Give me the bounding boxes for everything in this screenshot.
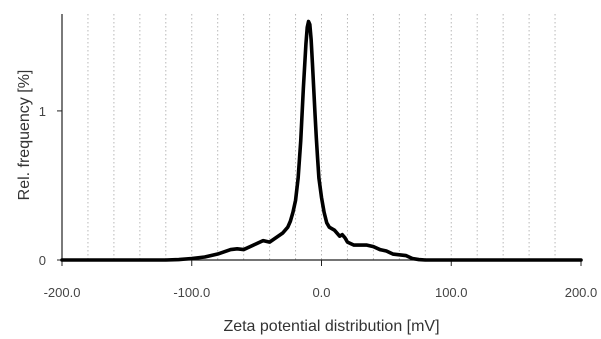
x-tick-label: 0.0 [312,285,330,300]
x-tick-label: -200.0 [44,285,81,300]
y-tick-label: 0 [39,253,46,268]
ticks: -200.0 -100.0 0.0 100.0 200.0 0 1 [39,104,598,300]
x-tick-label: -100.0 [173,285,210,300]
series-line [60,19,583,262]
y-tick-label: 1 [39,104,46,119]
x-axis-label: Zeta potential distribution [mV] [223,318,439,335]
y-axis-label: Rel. frequency [%] [16,70,33,201]
x-tick-label: 200.0 [565,285,598,300]
grid [87,14,556,260]
x-tick-label: 100.0 [435,285,468,300]
